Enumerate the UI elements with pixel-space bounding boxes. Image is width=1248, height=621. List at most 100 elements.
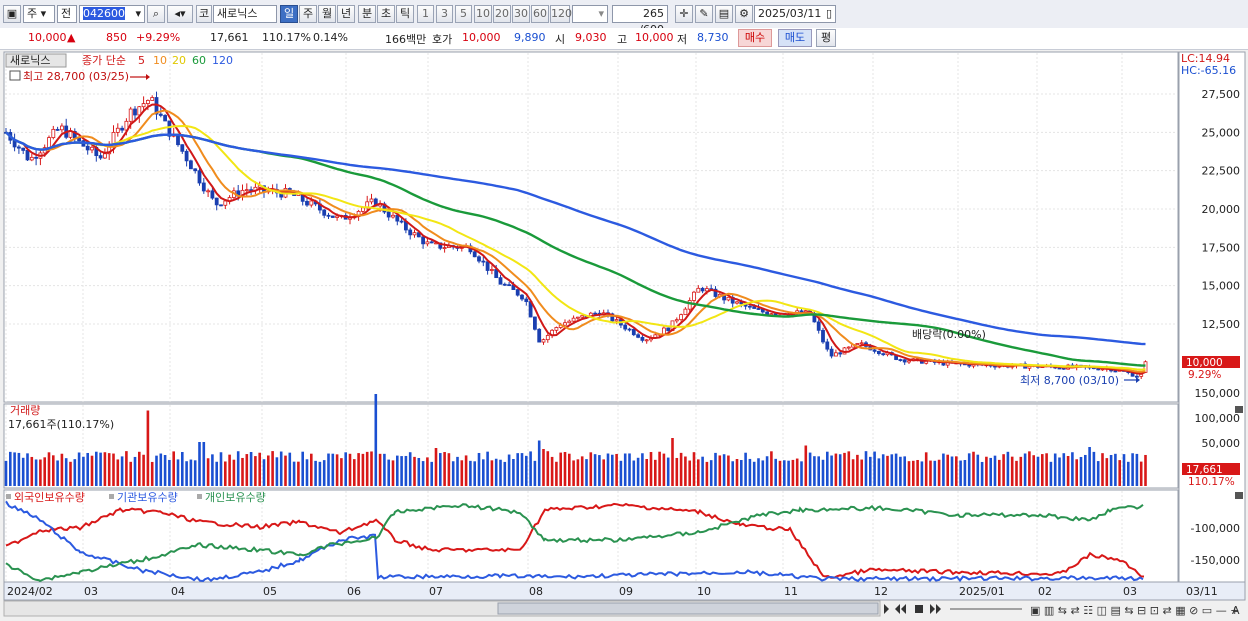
candle-body [498, 277, 503, 285]
volume-bar [168, 459, 171, 486]
volume-bar [791, 459, 795, 486]
holding-close-icon[interactable] [1235, 492, 1243, 499]
candle-body [103, 153, 107, 159]
count-10-button[interactable]: 10 [474, 5, 492, 23]
ma-line-10 [5, 109, 1146, 373]
stop-icon[interactable] [915, 605, 923, 613]
count-60-button[interactable]: 60 [531, 5, 549, 23]
volume-bar [451, 461, 455, 486]
candle-body [563, 322, 567, 326]
gear-icon[interactable]: ⚙ [735, 5, 753, 23]
holding-legend-marker-3 [197, 494, 202, 499]
candle-body [150, 97, 155, 101]
toolbar: ▣ 주 ▾ 전 042600 ▾ ⌕ ◂▾ 코 새로닉스 일 주 월 년 분 초 … [0, 0, 1248, 36]
holding-line-2 [5, 500, 1144, 583]
count-30-button[interactable]: 30 [512, 5, 530, 23]
volume-bar [331, 453, 335, 486]
up-arrow-icon: ▲ [67, 31, 76, 44]
period-tick-button[interactable]: 틱 [396, 5, 414, 23]
volume-bar [1028, 451, 1031, 486]
rewind-icon[interactable] [895, 604, 900, 614]
search-icon[interactable]: ⌕ [147, 5, 165, 23]
candle-body [846, 346, 851, 349]
count-3-button[interactable]: 3 [436, 5, 453, 23]
volume-bar [181, 452, 184, 486]
date-field[interactable]: 2025/03/11 ▯ [754, 5, 836, 23]
candle-body [571, 317, 576, 322]
avg-button[interactable]: 평 [816, 29, 836, 47]
count-120-button[interactable]: 120 [550, 5, 572, 23]
volume-bar [580, 456, 584, 486]
volume-bar [284, 455, 287, 486]
x-axis-label: 09 [619, 585, 633, 598]
volume-title: 거래량 [10, 404, 40, 417]
crosshair-icon[interactable]: ✛ [675, 5, 693, 23]
volume-bar [937, 459, 941, 486]
scroll-right-icon[interactable] [884, 604, 889, 614]
x-axis-label: 2024/02 [7, 585, 53, 598]
period-week-button[interactable]: 주 [299, 5, 317, 23]
candle-body [735, 301, 739, 304]
buy-button[interactable]: 매수 [738, 29, 772, 47]
font-size-icon[interactable]: A [1232, 604, 1240, 617]
volume-bar [1131, 453, 1134, 486]
holding-legend-institution: 기관보유수량 [117, 491, 178, 504]
candle-body [696, 287, 701, 293]
volume-bar [146, 410, 150, 486]
volume-bar [1041, 454, 1044, 486]
candle-body [305, 200, 309, 206]
period-year-button[interactable]: 년 [337, 5, 355, 23]
volume-bar [460, 460, 464, 486]
prev-select[interactable]: 전 [57, 5, 77, 23]
period-second-button[interactable]: 초 [377, 5, 395, 23]
stock-name-field[interactable]: 새로닉스 [213, 5, 277, 23]
volume-bar [120, 456, 124, 486]
bid-price: 9,890 [514, 31, 546, 44]
volume-bar [292, 461, 296, 486]
volume-bar [1118, 460, 1121, 486]
period-minute-button[interactable]: 분 [358, 5, 376, 23]
volume-close-icon[interactable] [1235, 406, 1243, 413]
market-select[interactable]: 주 ▾ [23, 5, 55, 23]
candle-body [816, 321, 821, 331]
scrollbar-thumb[interactable] [497, 602, 879, 615]
rewind-icon-2 [901, 604, 906, 614]
count-5-button[interactable]: 5 [455, 5, 472, 23]
count-20-button[interactable]: 20 [493, 5, 511, 23]
save-icon[interactable]: ▤ [715, 5, 733, 23]
x-axis-right-label: 03/11 [1186, 585, 1218, 598]
stock-code-value: 042600 [83, 7, 125, 20]
holding-legend-marker-2 [109, 494, 114, 499]
window-menu-icon[interactable]: ▣ [3, 5, 21, 23]
volume-bar [1092, 451, 1096, 486]
table-icon[interactable] [9, 70, 21, 81]
volume-bar [972, 451, 975, 486]
custom-count-select[interactable]: ▾ [572, 5, 608, 23]
volume-bar [740, 460, 743, 486]
volume-bar [507, 454, 511, 486]
candle-body [726, 296, 731, 301]
volume-bar [662, 453, 666, 486]
volume-bar [494, 458, 498, 486]
sell-button[interactable]: 매도 [778, 29, 812, 47]
volume-bar [593, 454, 597, 486]
period-month-button[interactable]: 월 [318, 5, 336, 23]
period-day-button[interactable]: 일 [280, 5, 298, 23]
volume-bar [73, 459, 77, 486]
candle-body [416, 232, 421, 238]
view-tools-icons[interactable]: ▣ ▥ ⇆ ⇄ ☷ ◫ ▤ ⇆ ⊟ ⊡ ⇄ ▦ ⊘ ▭ — + [1030, 604, 1239, 617]
count-1-button[interactable]: 1 [417, 5, 434, 23]
speaker-icon[interactable]: ◂▾ [167, 5, 193, 23]
price-tick: 12,500 [1202, 318, 1241, 331]
candle-body [683, 308, 688, 316]
candle-body [520, 294, 524, 300]
range-field[interactable]: 265 /600 [612, 5, 668, 36]
forward-icon[interactable] [930, 604, 935, 614]
candle-body [610, 313, 615, 322]
volume-bar [838, 454, 842, 486]
volume-bar [387, 459, 390, 486]
draw-icon[interactable]: ✎ [695, 5, 713, 23]
volume-bar [107, 453, 111, 486]
stock-code-input[interactable]: 042600 ▾ [79, 5, 145, 23]
volume-bar [125, 451, 128, 486]
